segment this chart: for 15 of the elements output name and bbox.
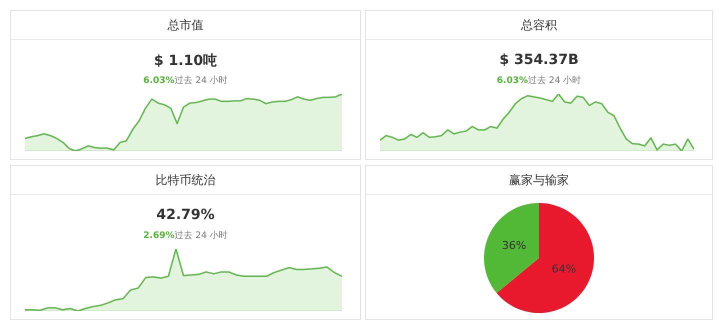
chart-title: 总市值 [11, 11, 360, 40]
chart-title: 比特币统治 [11, 166, 360, 195]
chart-subtitle: $ 1.10吨 [152, 52, 218, 70]
text: 6.03% [143, 76, 175, 86]
text: 6.03% [496, 76, 528, 86]
text: 2.69% [143, 231, 175, 241]
chart-subtitle: 42.79% [155, 207, 216, 225]
text: 过去 24 小时 [174, 231, 228, 241]
data-label: 36% [502, 239, 526, 252]
chart-title: 赢家与输家 [366, 166, 712, 195]
chart-subtitle: $ 354.37B [498, 52, 580, 70]
text: 过去 24 小时 [174, 76, 228, 86]
data-label: 64% [552, 262, 576, 276]
text: 过去 24 小时 [528, 76, 582, 86]
chart-title: 总容积 [366, 11, 712, 40]
